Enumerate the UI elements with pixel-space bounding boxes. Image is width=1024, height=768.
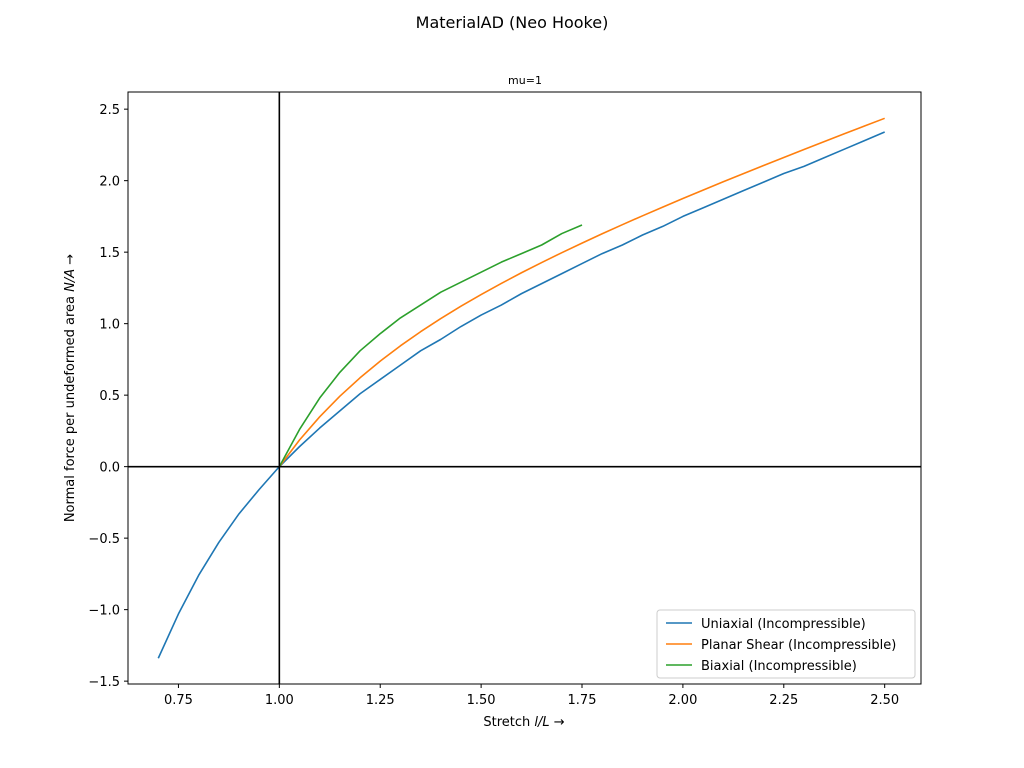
y-axis-label-suffix: → — [63, 254, 78, 269]
y-tick-label: −1.5 — [88, 675, 120, 690]
y-axis-label-italic: N/A — [63, 269, 78, 292]
x-axis-ticks: 0.75 1.00 1.25 1.50 1.75 2.00 2.25 2.50 — [164, 684, 899, 708]
x-tick-label: 1.50 — [467, 693, 496, 708]
series-line-2 — [278, 117, 885, 468]
x-tick-label: 0.75 — [164, 693, 193, 708]
x-tick-label: 1.25 — [366, 693, 395, 708]
y-tick-label: 2.0 — [99, 175, 120, 190]
series-layer — [157, 117, 885, 659]
y-tick-label: −1.0 — [88, 604, 120, 619]
y-tick-label: −0.5 — [88, 532, 120, 547]
x-axis-label-italic: l/L — [534, 715, 549, 730]
y-tick-label: 2.5 — [99, 103, 120, 118]
legend-label: Planar Shear (Incompressible) — [701, 638, 896, 653]
y-tick-label: 0.5 — [99, 389, 120, 404]
figure-suptitle: MaterialAD (Neo Hooke) — [416, 13, 609, 32]
y-tick-label: 0.0 — [99, 461, 120, 476]
axes-frame — [127, 91, 922, 685]
x-axis-label: Stretch l/L → — [483, 715, 564, 730]
y-axis-ticks: −1.5 −1.0 −0.5 0.0 0.5 1.0 1.5 2.0 2.5 — [88, 103, 128, 690]
x-tick-label: 2.50 — [870, 693, 899, 708]
x-axis-label-suffix: → — [550, 715, 565, 730]
legend-label: Uniaxial (Incompressible) — [701, 617, 866, 632]
series-line-3 — [278, 224, 583, 468]
x-tick-label: 1.00 — [265, 693, 294, 708]
x-tick-label: 1.75 — [568, 693, 597, 708]
series-line-1 — [157, 131, 885, 659]
y-tick-label: 1.0 — [99, 318, 120, 333]
reference-lines — [128, 92, 921, 684]
x-tick-label: 2.25 — [769, 693, 798, 708]
x-axis-label-prefix: Stretch — [483, 715, 534, 730]
legend-box — [656, 609, 916, 679]
y-axis-label-prefix: Normal force per undeformed area — [63, 292, 78, 522]
y-tick-label: 1.5 — [99, 246, 120, 261]
legend: Uniaxial (Incompressible) Planar Shear (I… — [656, 609, 916, 679]
legend-label: Biaxial (Incompressible) — [701, 659, 857, 674]
y-axis-label: Normal force per undeformed area N/A → — [63, 254, 78, 522]
axes-title: mu=1 — [508, 74, 542, 87]
x-tick-label: 2.00 — [668, 693, 697, 708]
